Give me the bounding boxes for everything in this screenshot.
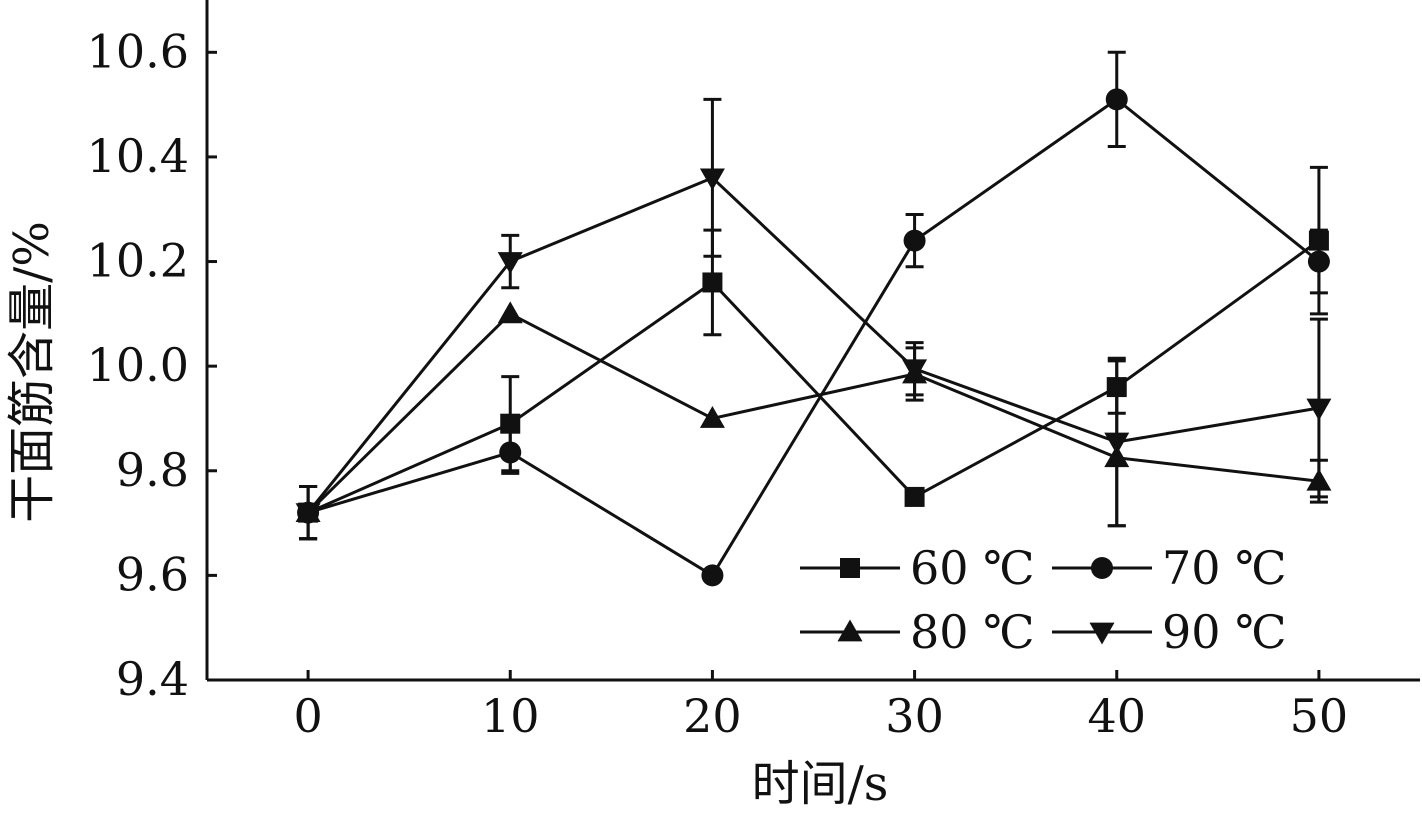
legend-marker [840, 558, 860, 578]
series-square [298, 165, 1329, 541]
series-line [307, 312, 1320, 514]
data-point [1104, 432, 1130, 455]
series-triangle-down [295, 97, 1332, 541]
x-tick-label: 10 [481, 689, 540, 743]
legend-label: 90 ℃ [1162, 605, 1287, 659]
data-point [1306, 398, 1332, 421]
y-tick-label: 9.8 [116, 443, 189, 497]
axes [205, 0, 1420, 682]
y-tick-label: 9.4 [116, 652, 189, 706]
data-point [904, 486, 925, 507]
data-point [499, 441, 522, 464]
data-point [701, 564, 724, 587]
x-tick-label: 0 [293, 689, 322, 743]
data-point [699, 168, 725, 191]
data-point [903, 229, 926, 252]
data-point [902, 359, 928, 382]
x-tick-label: 30 [885, 689, 944, 743]
data-point [699, 405, 725, 428]
legend-item: 90 ℃ [1052, 605, 1287, 659]
data-point [702, 272, 723, 293]
y-tick-label: 10.2 [87, 234, 189, 288]
y-tick-label: 10.4 [87, 129, 189, 183]
legend-marker [1089, 622, 1115, 645]
data-point [500, 413, 521, 434]
legend-item: 80 ℃ [800, 605, 1035, 659]
x-axis-title: 时间/s [752, 756, 889, 812]
data-point [1307, 250, 1330, 273]
series-circle [297, 50, 1330, 587]
x-tick-label: 40 [1087, 689, 1146, 743]
legend-label: 70 ℃ [1162, 541, 1287, 595]
y-axis-title: 干面筋含量/% [4, 221, 60, 523]
legend-marker [1091, 557, 1113, 579]
x-tick-label: 50 [1290, 689, 1349, 743]
legend: 60 ℃ 70 ℃ 80 ℃ 90 ℃ [800, 541, 1287, 659]
data-point [1105, 88, 1128, 111]
series-line [307, 97, 1320, 578]
legend-marker [837, 619, 863, 642]
series-line [307, 239, 1320, 514]
data-point [497, 252, 523, 275]
legend-item: 70 ℃ [1052, 541, 1287, 595]
legend-label: 80 ℃ [910, 605, 1035, 659]
series-line [306, 176, 1320, 514]
y-tick-label: 10.6 [87, 24, 189, 78]
ticks: 9.4 9.6 9.8 10.0 10.2 10.4 10.6 0 10 20 30 40 50 [87, 24, 1349, 743]
data-point [497, 301, 523, 324]
legend-item: 60 ℃ [800, 541, 1035, 595]
data-point [295, 503, 321, 526]
x-tick-label: 20 [683, 689, 742, 743]
legend-label: 60 ℃ [910, 541, 1035, 595]
series-layer [295, 50, 1332, 587]
y-tick-label: 9.6 [116, 547, 189, 601]
y-tick-label: 10.0 [87, 338, 189, 392]
